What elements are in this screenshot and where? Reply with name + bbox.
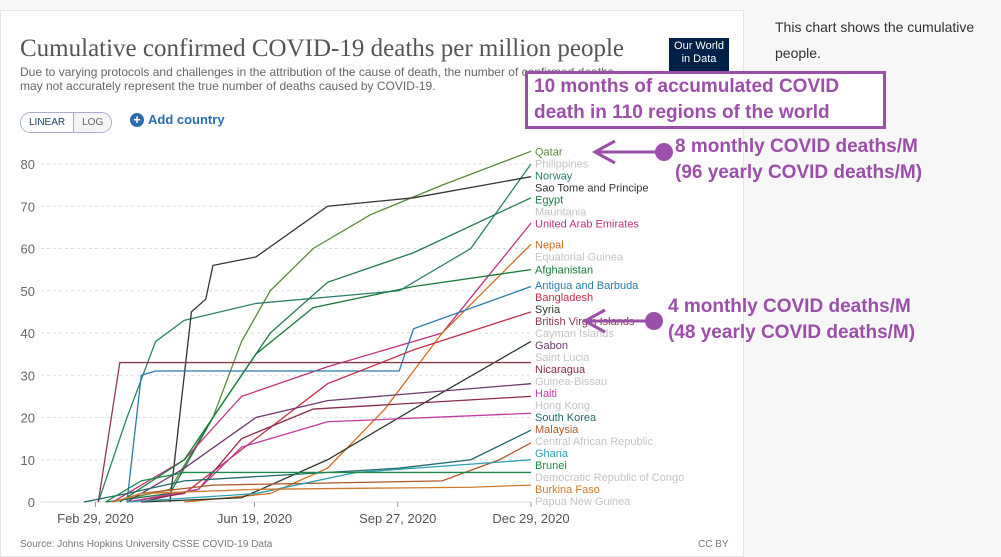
faded-series-label: Mauritania [535, 206, 587, 218]
series-label: Qatar [535, 146, 563, 158]
page-title: Cumulative confirmed COVID-19 deaths per… [20, 35, 625, 62]
series-label: United Arab Emirates [535, 218, 639, 230]
y-tick-label: 10 [21, 453, 35, 468]
y-tick-label: 50 [21, 284, 35, 299]
series-line-nicaragua [141, 395, 532, 503]
series-line-british-virgin-islands [97, 361, 531, 503]
side-text-line: people. [775, 45, 821, 61]
series-line-brunei [105, 471, 531, 503]
arrow-icon [591, 139, 660, 165]
scale-toggle: LINEAR LOG [20, 112, 113, 133]
series-line-gabon [126, 383, 532, 503]
series-label: Antigua and Barbuda [535, 280, 639, 292]
series-line-burkina-faso [112, 484, 532, 503]
faded-series-label: Guinea-Bissau [535, 376, 607, 388]
series-label: Nepal [535, 239, 564, 251]
y-tick-label: 0 [28, 495, 35, 510]
y-tick-label: 40 [21, 326, 35, 341]
y-tick-label: 60 [21, 242, 35, 257]
faded-series-label: Philippines [535, 158, 589, 170]
series-label: Norway [535, 170, 573, 182]
line-chart: 0 10 20 30 40 50 60 70 80 Feb 29, 2020 Jun 19, 202… [21, 146, 685, 526]
annotation-text: 4 monthly COVID deaths/M [668, 296, 911, 317]
side-text-line: This chart shows the cumulative [775, 19, 975, 35]
source-note: Source: Johns Hopkins University CSSE CO… [20, 539, 273, 550]
add-country-label: Add country [148, 112, 225, 127]
series-label: Gabon [535, 340, 568, 352]
series-line-qatar [112, 150, 532, 503]
series-label: Haiti [535, 388, 557, 400]
y-tick-label: 70 [21, 199, 35, 214]
annotation-box: 10 months of accumulated COVID death in … [525, 71, 886, 129]
faded-series-label: Papua New Guinea [535, 496, 631, 508]
series-label: Ghana [535, 448, 569, 460]
series-line-norway [97, 163, 532, 503]
series-label: Syria [535, 304, 561, 316]
log-button[interactable]: LOG [74, 113, 112, 132]
series-line-south-korea [83, 429, 532, 503]
y-tick-label: 20 [21, 411, 35, 426]
series-line-haiti [126, 412, 532, 503]
add-country-button[interactable]: + Add country [130, 112, 225, 127]
faded-series-label: Equatorial Guinea [535, 251, 624, 263]
license-link[interactable]: CC BY [698, 539, 729, 550]
series-label: Egypt [535, 194, 563, 206]
series-line-egypt [105, 197, 532, 503]
x-tick-label: Jun 19, 2020 [217, 511, 292, 526]
x-tick-label: Sep 27, 2020 [359, 511, 436, 526]
series-label: Bangladesh [535, 292, 593, 304]
y-tick-label: 80 [21, 157, 35, 172]
series-line-nepal [184, 243, 532, 503]
side-text: This chart shows the cumulative people. [775, 14, 974, 66]
series-label: Malaysia [535, 424, 579, 436]
arrow-icon [581, 308, 650, 334]
faded-series-label: Saint Lucia [535, 352, 590, 364]
faded-series-label: Democratic Republic of Congo [535, 472, 684, 484]
arrow-dot [655, 143, 673, 161]
series-line-sao-tome-and-principe [169, 176, 532, 503]
series-line-united-arab-emirates [112, 222, 532, 503]
series-label: South Korea [535, 412, 597, 424]
series-label: Sao Tome and Principe [535, 182, 649, 194]
linear-button[interactable]: LINEAR [21, 113, 75, 132]
annotation-arrows [581, 139, 673, 334]
series-label: Burkina Faso [535, 484, 600, 496]
x-tick-label: Feb 29, 2020 [57, 511, 134, 526]
y-tick-label: 30 [21, 368, 35, 383]
annotation-text: 8 monthly COVID deaths/M [675, 136, 918, 157]
annotation-text: (48 yearly COVID deaths/M) [668, 322, 916, 343]
series-label: Brunei [535, 460, 567, 472]
annotation-4-monthly: 4 monthly COVID deaths/M (48 yearly COVI… [668, 294, 915, 346]
series-label: Nicaragua [535, 364, 586, 376]
faded-series-label: Central African Republic [535, 436, 654, 448]
x-tick-label: Dec 29, 2020 [492, 511, 569, 526]
faded-series-label: Cayman Islands [535, 328, 614, 340]
chart-subtitle: Due to varying protocols and challenges … [20, 65, 614, 93]
series-line-antigua-and-barbuda [126, 285, 532, 503]
plus-icon: + [130, 112, 144, 127]
arrow-dot [645, 312, 663, 330]
faded-series-label: Hong Kong [535, 400, 590, 412]
annotation-text: (96 yearly COVID deaths/M) [675, 162, 923, 183]
series-line-ghana [126, 459, 532, 503]
annotation-8-monthly: 8 monthly COVID deaths/M (96 yearly COVI… [675, 134, 922, 186]
series-line-syria [141, 340, 532, 503]
series-label: Afghanistan [535, 265, 593, 277]
series-line-afghanistan [119, 268, 532, 503]
